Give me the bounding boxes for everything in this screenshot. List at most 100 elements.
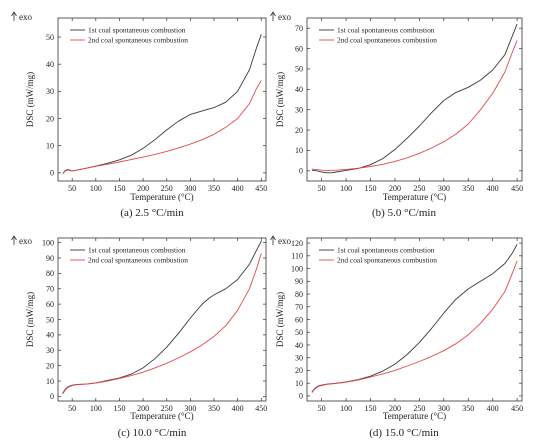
series-line-2	[62, 80, 262, 175]
y-axis-label: DSC (mW/mg)	[25, 292, 35, 347]
plot-frame	[57, 17, 267, 182]
legend-label-2: 2nd coal spontaneous combustion	[337, 36, 437, 45]
y-tick-label: 20	[295, 126, 303, 135]
y-tick-label: 80	[46, 269, 54, 278]
chart-panel-1: 50 100 150 200 250 300 350 400 450 0 10 20 30 40 50 Tem…	[11, 11, 267, 219]
y-tick-label: 100	[291, 264, 303, 273]
chart-panel-3: 50 100 150 200 250 300 350 400 450 0 10 20 30 40 50 60 7…	[11, 235, 267, 439]
exo-marker: exo	[11, 235, 32, 246]
y-axis-label: DSC (mW/mg)	[275, 292, 285, 347]
panel-caption: (b) 5.0 °C/min	[372, 207, 436, 219]
panel-caption: (a) 2.5 °C/min	[120, 207, 184, 219]
x-tick-label: 300	[184, 184, 196, 193]
legend-label-2: 2nd coal spontaneous combustion	[88, 256, 188, 265]
x-axis-label: Temperature (°C)	[130, 192, 193, 202]
legend-label-1: 1st coal spontaneous combustion	[337, 26, 435, 35]
x-tick-label: 250	[161, 404, 173, 413]
x-tick-label: 450	[255, 184, 267, 193]
y-axis-label: DSC (mW/mg)	[275, 72, 285, 127]
x-axis-label: Temperature (°C)	[383, 411, 446, 421]
x-tick-label: 250	[413, 184, 425, 193]
series-line-1	[311, 23, 518, 174]
exo-arrowhead-icon	[11, 11, 17, 17]
legend-label-2: 2nd coal spontaneous combustion	[88, 36, 188, 45]
exo-label: exo	[278, 236, 291, 246]
y-tick-label: 0	[50, 169, 54, 178]
y-tick-label: 50	[46, 315, 54, 324]
y-tick-label: 20	[46, 114, 54, 123]
exo-label: exo	[278, 12, 291, 22]
y-tick-label: 0	[299, 167, 303, 176]
y-tick-label: 40	[46, 60, 54, 69]
y-tick-label: 40	[46, 331, 54, 340]
y-tick-label: 20	[295, 366, 303, 375]
y-tick-label: 50	[295, 65, 303, 74]
exo-marker: exo	[270, 11, 291, 22]
exo-label: exo	[19, 236, 32, 246]
x-tick-label: 250	[161, 184, 173, 193]
y-tick-label: 70	[295, 24, 303, 33]
x-axis-label: Temperature (°C)	[130, 411, 193, 421]
y-axis-label: DSC (mW/mg)	[25, 72, 35, 127]
x-tick-label: 400	[232, 404, 244, 413]
x-tick-label: 50	[318, 184, 326, 193]
series-line-2	[62, 253, 262, 395]
x-tick-label: 400	[487, 404, 499, 413]
y-tick-label: 90	[46, 254, 54, 263]
y-tick-label: 30	[295, 105, 303, 114]
y-tick-label: 20	[46, 361, 54, 370]
series-line-2	[311, 260, 518, 393]
exo-label: exo	[19, 12, 32, 22]
x-tick-label: 150	[365, 404, 377, 413]
y-tick-label: 110	[291, 252, 303, 261]
x-tick-label: 350	[462, 184, 474, 193]
y-tick-label: 60	[295, 315, 303, 324]
x-tick-label: 400	[487, 184, 499, 193]
x-tick-label: 150	[113, 404, 125, 413]
y-tick-label: 0	[50, 392, 54, 401]
y-tick-label: 30	[295, 354, 303, 363]
x-tick-label: 50	[318, 404, 326, 413]
y-tick-label: 30	[46, 346, 54, 355]
x-tick-label: 100	[90, 404, 102, 413]
x-tick-label: 100	[340, 184, 352, 193]
chart-panel-4: 50 100 150 200 250 300 350 400 450 0 10 20 30 40 50 60 7…	[270, 235, 523, 439]
x-tick-label: 150	[113, 184, 125, 193]
y-tick-label: 60	[46, 300, 54, 309]
y-tick-label: 0	[299, 392, 303, 401]
legend-label-1: 1st coal spontaneous combustion	[88, 26, 186, 35]
exo-arrowhead-icon	[11, 235, 17, 241]
exo-arrowhead-icon	[270, 11, 276, 17]
y-tick-label: 100	[42, 238, 54, 247]
x-tick-label: 200	[389, 184, 401, 193]
y-tick-label: 10	[46, 141, 54, 150]
y-tick-label: 10	[295, 379, 303, 388]
exo-marker: exo	[270, 235, 291, 246]
x-tick-label: 300	[438, 404, 450, 413]
x-tick-label: 350	[208, 184, 220, 193]
y-tick-label: 90	[295, 277, 303, 286]
y-tick-label: 50	[295, 328, 303, 337]
exo-marker: exo	[11, 11, 32, 22]
x-tick-label: 300	[438, 184, 450, 193]
series-line-2	[311, 40, 518, 171]
x-axis-label: Temperature (°C)	[383, 192, 446, 202]
x-tick-label: 50	[68, 184, 76, 193]
x-tick-label: 400	[232, 184, 244, 193]
y-tick-label: 10	[295, 146, 303, 155]
y-tick-label: 80	[295, 290, 303, 299]
x-tick-label: 350	[208, 404, 220, 413]
y-tick-label: 40	[295, 85, 303, 94]
chart-panel-2: 50 100 150 200 250 300 350 400 450 0 10 20 30 40 50 60 7…	[270, 11, 523, 219]
plot-frame	[306, 17, 523, 182]
x-tick-label: 350	[462, 404, 474, 413]
x-tick-label: 100	[90, 184, 102, 193]
x-tick-label: 200	[389, 404, 401, 413]
y-tick-label: 50	[46, 33, 54, 42]
legend-label-1: 1st coal spontaneous combustion	[88, 246, 186, 255]
